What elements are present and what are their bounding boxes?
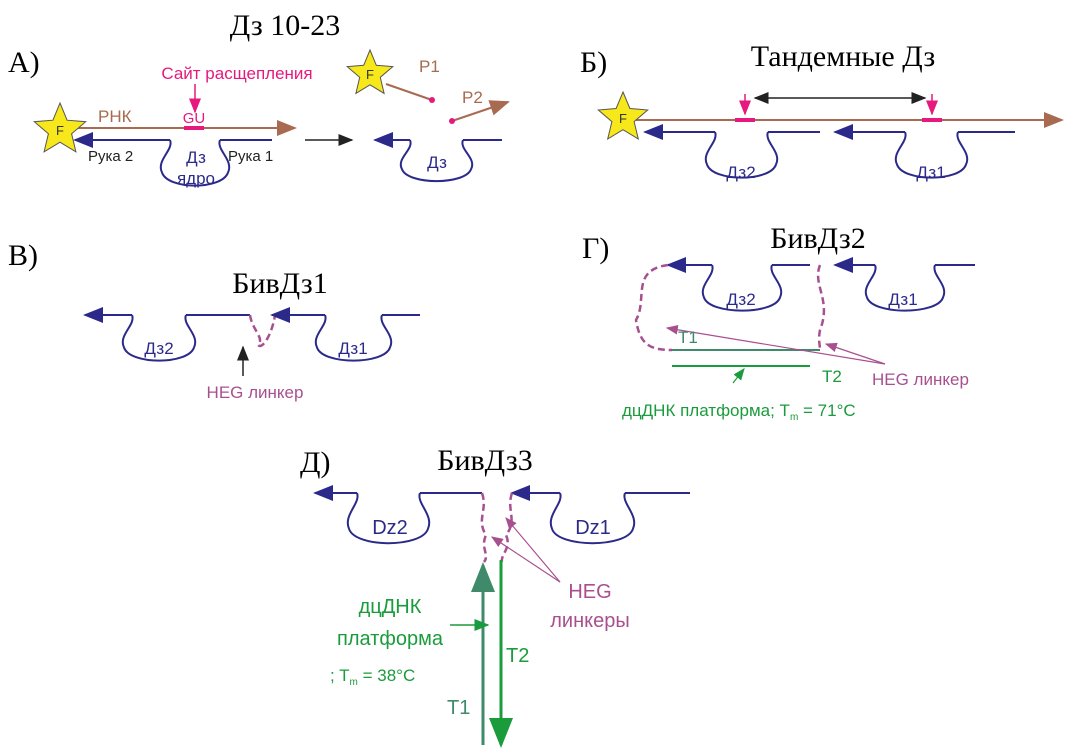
site-label: Сайт расщепления [161,64,312,83]
gu-label: GU [183,110,206,127]
shapes [75,84,1062,745]
title: БивДз2 [770,222,866,255]
dz-label: Дз2 [726,290,755,309]
strand-label: T1 [447,697,470,719]
dz-label: Dz2 [372,517,408,539]
title: БивДз1 [232,267,328,300]
title: Дз 10-23 [230,9,341,42]
product-label: P1 [419,57,440,76]
dz-label: Дз2 [144,339,173,358]
platform-sub: m [790,412,798,423]
fluorophore-label: F [56,123,64,138]
labels: Дз 10-23 А) Сайт расщепления РНК GU Рука… [8,9,969,719]
dz-label: Дз1 [916,163,945,182]
linker-label: HEG [568,581,611,603]
diagram: Дз 10-23 А) Сайт расщепления РНК GU Рука… [0,0,1068,751]
platform-text: ; T [330,666,350,685]
panel-letter: А) [8,46,40,79]
platform-tm: = 38°C [358,666,415,685]
platform-sub: m [350,677,358,688]
dz-label: Dz1 [575,517,611,539]
panel-letter: В) [8,239,38,272]
rna-label: РНК [98,107,132,126]
strand-label: T2 [822,367,842,386]
core-label: Дз [186,148,206,167]
panel-letter: Г) [582,232,609,265]
dz-label: Дз1 [888,290,917,309]
title: Тандемные Дз [751,40,936,73]
arm-label: Рука 1 [228,148,273,165]
dz-label: Дз1 [338,339,367,358]
panel-letter: Д) [300,446,330,479]
strand-label: T2 [506,645,529,667]
product-label: P2 [462,88,483,107]
linker-label: HEG линкер [872,370,969,389]
strand-label: T1 [678,328,698,347]
platform-tm: ; Tm = 38°C [330,666,415,688]
platform-tm: = 71°C [798,401,855,420]
platform-label: дцДНК [359,596,422,618]
platform-text: дцДНК платформа; T [622,401,790,420]
platform-label: дцДНК платформа; Tm = 71°C [622,401,856,423]
platform-label: платформа [337,628,444,650]
title: БивДз3 [437,444,533,477]
dz-label: Дз2 [726,163,755,182]
dz-label: Дз [427,153,447,172]
arm-label: Рука 2 [88,148,133,165]
fluorophore-label: F [366,67,374,82]
linker-label: линкеры [550,610,629,632]
fluorophore-label: F [619,111,627,126]
panel-letter: Б) [580,46,607,79]
linker-label: HEG линкер [207,383,304,402]
